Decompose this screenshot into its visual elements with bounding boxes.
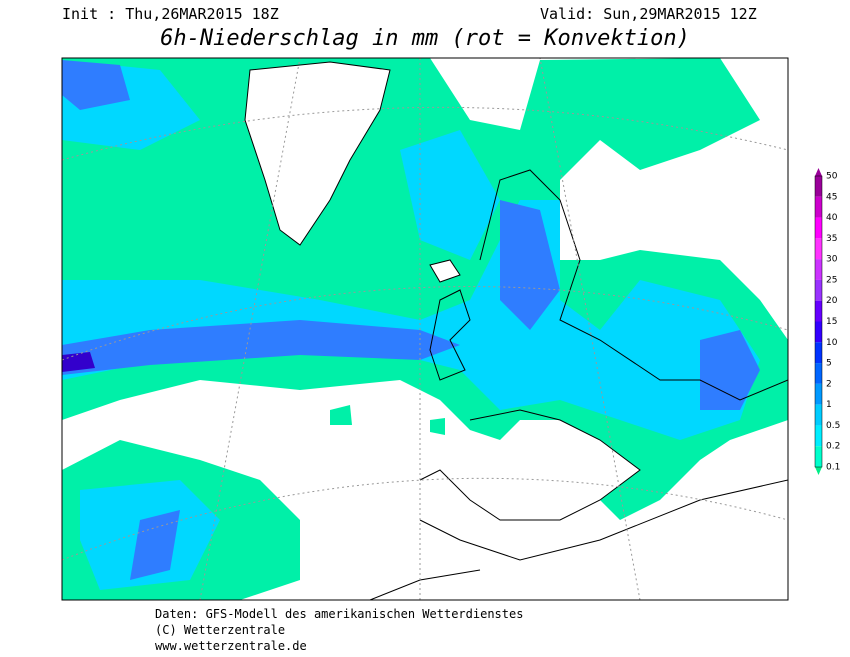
- map-title: 6h-Niederschlag in mm (rot = Konvektion): [160, 26, 690, 51]
- precip-max: [62, 352, 95, 372]
- init-time: Init : Thu,26MAR2015 18Z: [62, 5, 279, 23]
- legend-swatch: [815, 404, 822, 426]
- legend-label: 0.1: [826, 463, 840, 473]
- legend-label: 0.5: [826, 421, 840, 431]
- legend-frame: [814, 175, 823, 468]
- footer-url: www.wetterzentrale.de: [155, 639, 307, 653]
- legend-swatch: [815, 383, 822, 405]
- legend-label: 35: [826, 234, 837, 244]
- legend-swatch: [815, 300, 822, 322]
- legend-label: 20: [826, 296, 838, 306]
- borders: [369, 169, 788, 600]
- footer-data: Daten: GFS-Modell des amerikanischen Wet…: [155, 607, 523, 621]
- legend-swatch: [815, 342, 822, 364]
- legend-label: 30: [826, 255, 838, 265]
- footer-copyright: (C) Wetterzentrale: [155, 623, 285, 637]
- legend-swatch: [815, 217, 822, 239]
- legend-label: 50: [826, 172, 838, 182]
- legend-swatch: [815, 279, 822, 301]
- graticule: [62, 58, 788, 600]
- legend-cap: [815, 467, 822, 475]
- legend-swatch: [815, 176, 822, 197]
- legend-label: 15: [826, 317, 837, 327]
- legend-label: 0.2: [826, 442, 840, 452]
- map: [61, 57, 789, 601]
- legend-label: 10: [826, 338, 838, 348]
- legend-swatch: [815, 425, 822, 447]
- valid-time: Valid: Sun,29MAR2015 12Z: [540, 5, 757, 23]
- legend-swatch: [815, 238, 822, 260]
- legend-label: 1: [826, 400, 832, 410]
- coastlines: [244, 61, 461, 283]
- legend-swatch: [815, 446, 822, 467]
- legend-swatch: [815, 259, 822, 280]
- color-legend: 50 45 40 35 30 25 20 15 10 5 2 1 0.5 0.2 0.1: [814, 168, 840, 475]
- precip-heavy: [62, 60, 760, 580]
- legend-swatch: [815, 196, 822, 218]
- map-frame: [61, 57, 789, 601]
- legend-label: 2: [826, 379, 832, 389]
- legend-swatch: [815, 321, 822, 343]
- legend-label: 45: [826, 192, 837, 202]
- legend-label: 40: [826, 213, 838, 223]
- legend-label: 25: [826, 275, 837, 285]
- legend-swatch: [815, 363, 822, 384]
- legend-label: 5: [826, 359, 832, 369]
- legend-cap: [815, 168, 822, 176]
